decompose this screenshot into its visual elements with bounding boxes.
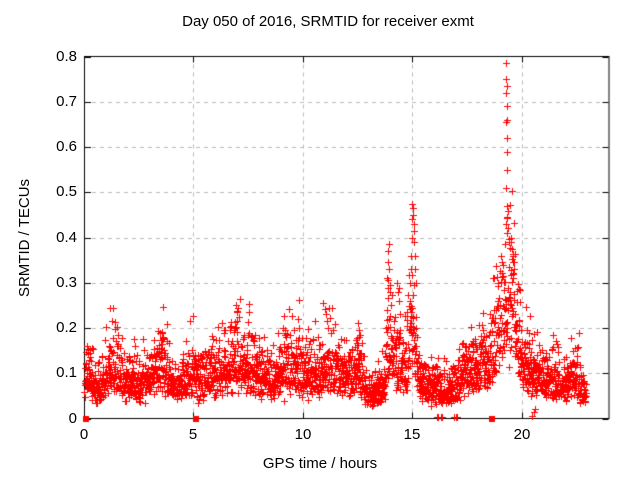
y-tick-label: 0.6 xyxy=(56,138,77,155)
x-tick-label: 10 xyxy=(294,426,312,443)
y-tick-label: 0.5 xyxy=(56,183,77,200)
x-tick-label: 20 xyxy=(513,426,531,443)
y-tick-label: 0.3 xyxy=(56,274,77,291)
x-axis-label: GPS time / hours xyxy=(262,455,378,472)
y-tick-label: 0.2 xyxy=(56,319,77,336)
x-tick-label: 15 xyxy=(403,426,421,443)
y-tick-label: 0.1 xyxy=(56,364,77,381)
y-tick-label: 0 xyxy=(68,410,77,427)
y-tick-label: 0.8 xyxy=(56,48,77,65)
x-tick-label: 0 xyxy=(79,426,89,443)
chart-title: Day 050 of 2016, SRMTID for receiver exm… xyxy=(182,13,474,30)
y-tick-label: 0.7 xyxy=(56,93,77,110)
y-tick-label: 0.4 xyxy=(56,229,77,246)
x-tick-label: 5 xyxy=(188,426,198,443)
